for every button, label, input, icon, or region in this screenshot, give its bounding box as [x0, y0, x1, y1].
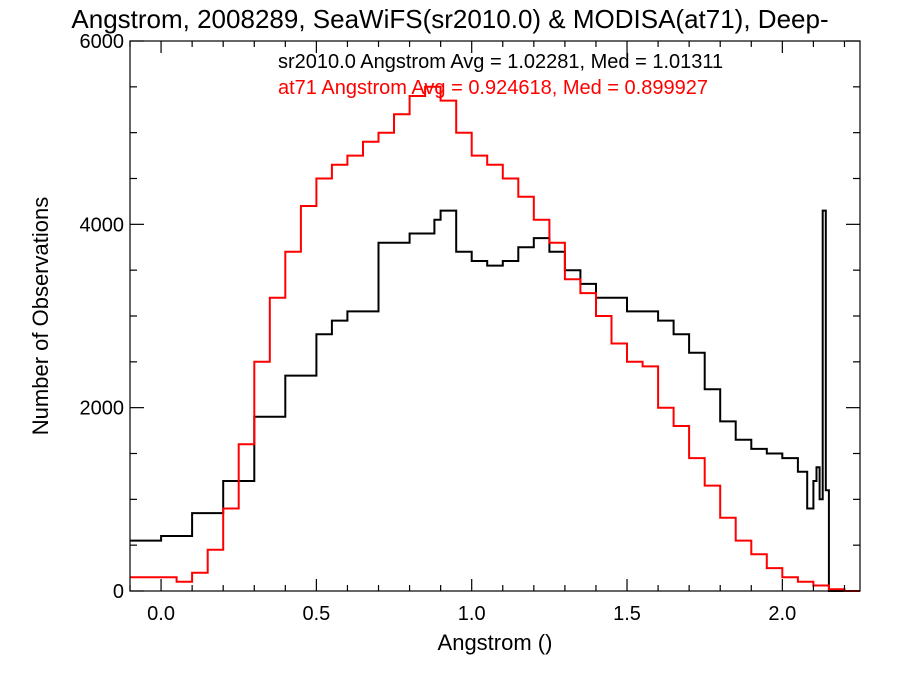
- y-tick-label: 2000: [80, 398, 125, 420]
- annotation-sr2010: sr2010.0 Angstrom Avg = 1.02281, Med = 1…: [278, 51, 723, 73]
- annotation-at71: at71 Angstrom Avg = 0.924618, Med = 0.89…: [278, 77, 708, 99]
- x-tick-label: 1.0: [458, 603, 486, 625]
- x-axis-label: Angstrom (): [438, 630, 553, 655]
- axis-ticks: [129, 40, 860, 592]
- x-tick-label: 0.5: [302, 603, 330, 625]
- series-line-1: [130, 85, 860, 592]
- series-line-0: [130, 209, 860, 592]
- plot-area: [130, 85, 860, 592]
- x-tick-label: 0.0: [147, 603, 175, 625]
- x-tick-label: 2.0: [768, 603, 796, 625]
- x-tick-label: 1.5: [613, 603, 641, 625]
- chart-title: Angstrom, 2008289, SeaWiFS(sr2010.0) & M…: [71, 4, 828, 34]
- y-tick-label: 4000: [80, 214, 125, 236]
- axis-tick-labels: 0.0 0.5 1.0 1.5 2.0 0 2000 4000 6000: [80, 31, 797, 625]
- y-tick-label: 0: [113, 581, 124, 603]
- y-tick-label: 6000: [80, 31, 125, 53]
- y-axis-label: Number of Observations: [28, 197, 53, 435]
